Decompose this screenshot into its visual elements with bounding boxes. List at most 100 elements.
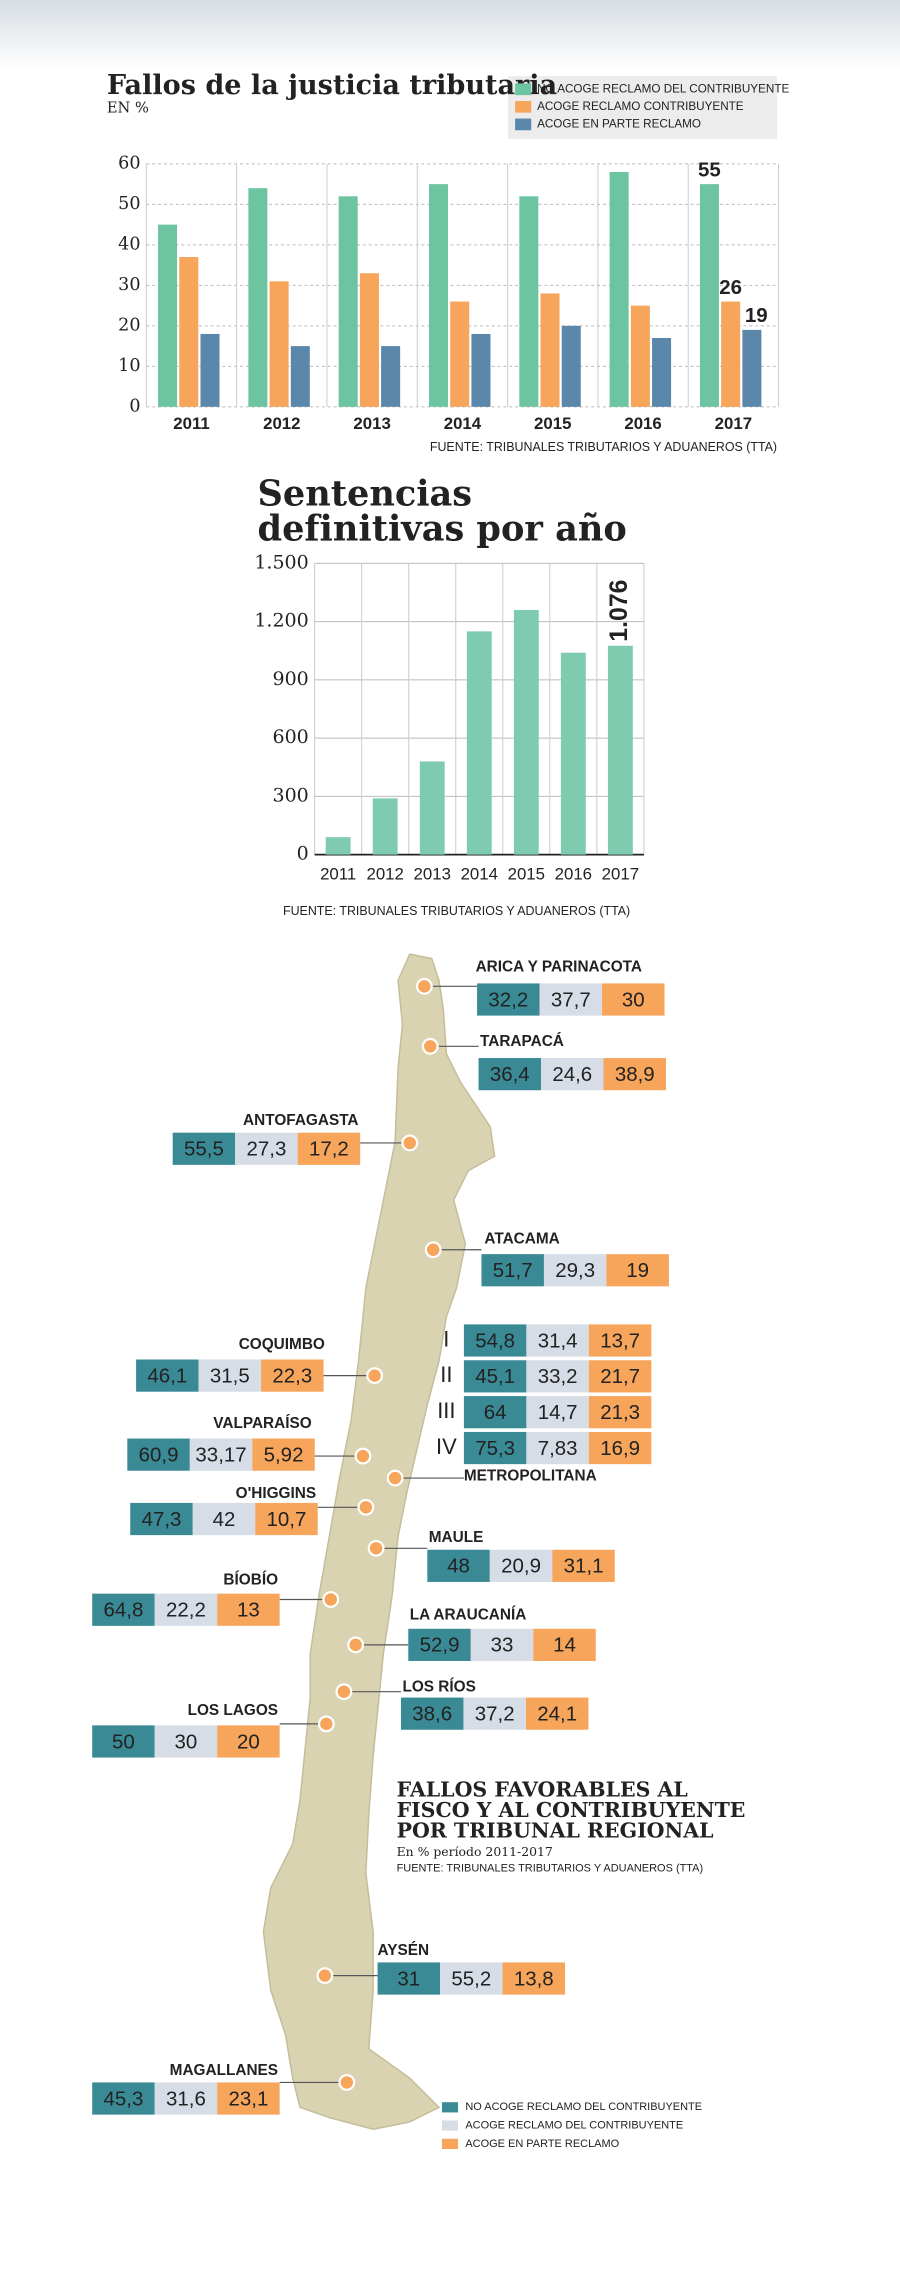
value-cell — [533, 1628, 596, 1661]
value-cell — [603, 1058, 666, 1091]
value-text: 37,7 — [551, 988, 591, 1011]
value-text: 20,9 — [501, 1555, 541, 1578]
value-cell — [235, 1132, 298, 1165]
bar — [200, 333, 220, 407]
bar — [359, 273, 379, 407]
bar — [513, 610, 539, 855]
value-cell — [400, 1697, 464, 1730]
bar — [630, 305, 650, 407]
legend-label: NO ACOGE RECLAMO DEL CONTRIBUYENTE — [537, 82, 789, 95]
legend-swatch — [441, 2102, 459, 2113]
value-cell — [588, 1431, 652, 1465]
value-cell — [297, 1132, 361, 1165]
value-text: 22,2 — [166, 1599, 206, 1622]
row-label: II — [440, 1362, 452, 1387]
value-text: 51,7 — [493, 1259, 533, 1282]
value-cell — [217, 1593, 280, 1626]
value-text: 45,1 — [475, 1365, 515, 1388]
value-cell — [261, 1359, 324, 1392]
value-text: 24,6 — [552, 1063, 592, 1086]
region-dot — [322, 1591, 340, 1608]
region-name: AYSÉN — [378, 1942, 430, 1959]
x-tick-label: 2012 — [263, 414, 300, 433]
value-cell — [588, 1396, 652, 1429]
bar — [248, 188, 268, 407]
value-cell — [127, 1438, 190, 1471]
y-tick-label: 1.200 — [254, 610, 308, 632]
value-text: 55,5 — [184, 1138, 224, 1161]
region-dot — [424, 1241, 442, 1259]
bar — [269, 281, 289, 407]
data-label: 1.076 — [605, 579, 633, 641]
value-text: 36,4 — [490, 1063, 530, 1086]
region-name: ARICA Y PARINACOTA — [476, 958, 642, 975]
value-text: 23,1 — [228, 2087, 268, 2110]
value-cell — [525, 1697, 589, 1730]
value-cell — [463, 1324, 527, 1357]
legend-label: ACOGE EN PARTE RECLAMO — [465, 2138, 619, 2150]
region-name: METROPOLITANA — [464, 1468, 597, 1485]
value-text: 7,83 — [538, 1437, 578, 1460]
region-dot — [367, 1539, 385, 1557]
region-dot — [415, 977, 433, 995]
data-label: 26 — [719, 276, 742, 299]
value-cell — [526, 1360, 589, 1393]
y-tick-label: 1.500 — [254, 551, 308, 573]
y-tick-label: 40 — [118, 234, 140, 254]
x-tick-label: 2013 — [353, 414, 390, 433]
bar — [450, 301, 470, 407]
bar — [290, 346, 310, 407]
value-cell — [154, 1593, 218, 1626]
x-tick-label: 2017 — [602, 865, 639, 884]
value-cell — [172, 1132, 236, 1165]
value-text: 31 — [397, 1967, 420, 1990]
data-label: 19 — [745, 304, 768, 327]
legend-swatch — [515, 118, 532, 131]
value-text: 13 — [237, 1599, 260, 1622]
value-cell — [543, 1254, 607, 1287]
value-text: 14,7 — [538, 1401, 578, 1424]
value-cell — [217, 2082, 280, 2115]
value-text: 75,3 — [475, 1437, 515, 1460]
value-cell — [408, 1628, 471, 1661]
x-tick-label: 2011 — [173, 414, 209, 433]
y-tick-label: 60 — [118, 153, 140, 173]
region-dot — [357, 1498, 375, 1516]
bar — [471, 333, 491, 407]
value-text: 31,4 — [538, 1329, 578, 1352]
region-dot — [421, 1037, 439, 1055]
value-cell — [489, 1549, 553, 1582]
region-name: LOS LAGOS — [188, 1702, 278, 1719]
value-cell — [463, 1360, 527, 1393]
x-tick-label: 2015 — [508, 865, 545, 884]
value-text: 30 — [622, 988, 645, 1011]
value-cell — [217, 1725, 280, 1758]
legend-box — [507, 76, 778, 140]
bar — [325, 837, 351, 855]
value-text: 21,3 — [600, 1401, 640, 1424]
value-cell — [541, 1058, 604, 1091]
y-tick-label: 900 — [272, 668, 308, 690]
value-text: 17,2 — [309, 1138, 349, 1161]
map-subtitle: En % período 2011-2017 — [397, 1844, 553, 1859]
value-text: 10,7 — [267, 1508, 307, 1531]
legend-swatch — [441, 2138, 459, 2150]
region-dot — [386, 1469, 404, 1487]
value-cell — [526, 1396, 589, 1429]
value-cell — [463, 1697, 526, 1730]
bar — [158, 224, 178, 407]
value-text: 22,3 — [272, 1364, 312, 1387]
chart-title: definitivas por año — [258, 509, 627, 550]
bar — [560, 652, 586, 855]
bar — [179, 257, 199, 407]
value-cell — [502, 1962, 566, 1995]
map-title: FISCO Y AL CONTRIBUYENTE — [397, 1798, 746, 1822]
header-band — [0, 0, 900, 70]
value-text: 21,7 — [600, 1365, 640, 1388]
value-cell — [198, 1359, 262, 1392]
value-text: 33,2 — [538, 1365, 578, 1388]
value-text: 16,9 — [600, 1437, 640, 1460]
value-text: 45,3 — [104, 2087, 144, 2110]
